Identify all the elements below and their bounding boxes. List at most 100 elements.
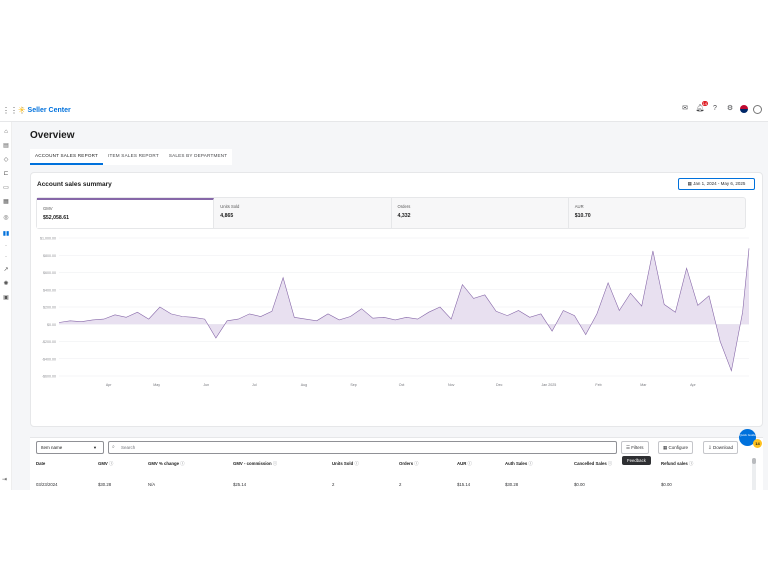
- column-header[interactable]: AUR ⓘ: [457, 461, 472, 467]
- metric-label: GMV: [43, 206, 53, 211]
- tab-item-sales-report[interactable]: ITEM SALES REPORT: [108, 153, 159, 158]
- info-icon[interactable]: ⓘ: [606, 461, 613, 466]
- tab-sales-by-department[interactable]: SALES BY DEPARTMENT: [168, 153, 228, 158]
- analytics-icon[interactable]: ▮▮: [2, 231, 10, 237]
- metric-units-sold[interactable]: Units Sold 4,865: [214, 198, 392, 228]
- app-grid-icon[interactable]: ⋮⋮⋮: [2, 106, 26, 115]
- table-cell: $0.00: [661, 482, 672, 487]
- table-scrollbar[interactable]: [752, 458, 756, 490]
- help-icon[interactable]: ?: [713, 105, 717, 112]
- info-icon[interactable]: ⓘ: [466, 461, 472, 466]
- search-icon: ⌕: [112, 444, 115, 450]
- series-area: [59, 248, 749, 371]
- calendar-icon[interactable]: ▦: [3, 199, 9, 205]
- date-range-label: Jan 1, 2024 - May 6, 2025: [693, 181, 746, 186]
- info-icon[interactable]: ⓘ: [413, 461, 419, 466]
- metric-gmv[interactable]: GMV $52,058.61: [37, 198, 215, 228]
- table-row[interactable]: 03/23/2024 $30.28 N/A $25.14 2 2 $15.14 $30.28 $…: [36, 482, 741, 490]
- y-tick-label: $400.00: [43, 288, 56, 292]
- metric-label: Units Sold: [220, 204, 240, 209]
- table-cell: N/A: [148, 482, 156, 487]
- series-line: [58, 248, 750, 372]
- info-icon[interactable]: ⓘ: [527, 461, 533, 466]
- metric-value: $52,058.61: [43, 215, 69, 221]
- metric-orders[interactable]: Orders 4,332: [392, 198, 569, 228]
- tab-account-sales-report[interactable]: ACCOUNT SALES REPORT: [30, 149, 104, 165]
- dot-icon[interactable]: ·: [5, 254, 7, 260]
- download-button[interactable]: ⇩ Download: [703, 441, 739, 454]
- y-tick-label: $600.00: [43, 271, 56, 275]
- metric-value: 4,865: [220, 213, 234, 219]
- brand-name[interactable]: Seller Center: [27, 107, 71, 114]
- filters-button[interactable]: ☰ Filters: [621, 441, 649, 454]
- x-tick-label: Feb: [595, 383, 601, 387]
- column-header[interactable]: Orders ⓘ: [399, 461, 419, 467]
- info-icon[interactable]: ⓘ: [353, 461, 359, 466]
- info-icon[interactable]: ⓘ: [179, 461, 185, 466]
- column-header[interactable]: Cancelled Sales ⓘ: [574, 461, 612, 467]
- table-cell: 2: [332, 482, 335, 487]
- us-flag-icon[interactable]: [740, 105, 748, 113]
- column-select[interactable]: Item name ▼: [36, 441, 104, 454]
- column-header[interactable]: Date: [36, 461, 45, 466]
- notification-badge: 14: [701, 101, 708, 106]
- tag-icon[interactable]: ◇: [3, 157, 9, 163]
- x-tick-label: Jan 2025: [541, 383, 556, 387]
- column-header[interactable]: GMV - commission ⓘ: [233, 461, 277, 467]
- returns-icon[interactable]: ▭: [3, 185, 9, 191]
- home-icon[interactable]: ⌂: [4, 129, 8, 135]
- y-tick-label: $0.00: [47, 323, 56, 327]
- page-title: Overview: [30, 130, 75, 141]
- payments-icon[interactable]: ◎: [3, 215, 9, 221]
- column-header[interactable]: Auth Sales ⓘ: [505, 461, 533, 467]
- walmart-spark-icon: ✳: [18, 105, 26, 115]
- apps-icon[interactable]: ▣: [3, 295, 9, 301]
- quick-guide-button[interactable]: Quick Guide: [739, 429, 756, 446]
- calendar-icon: ▦: [687, 181, 694, 186]
- column-header-label: Units Sold: [332, 461, 354, 466]
- growth-icon[interactable]: ↗: [3, 267, 9, 273]
- search-placeholder: Search: [121, 445, 136, 450]
- x-tick-label: Aug: [301, 383, 307, 387]
- column-header[interactable]: GMV ⓘ: [98, 461, 113, 467]
- y-tick-label: -$600.00: [42, 375, 56, 379]
- feedback-button[interactable]: Feedback: [622, 456, 651, 465]
- download-label: Download: [713, 445, 734, 450]
- gear-icon[interactable]: ⚙: [726, 105, 734, 112]
- info-icon[interactable]: ⓘ: [107, 461, 114, 466]
- bell-icon[interactable]: 🔔︎ 14: [695, 101, 708, 112]
- info-icon[interactable]: ⓘ: [687, 461, 694, 466]
- metric-label: Orders: [397, 204, 411, 209]
- search-input[interactable]: ⌕ Search: [108, 441, 617, 454]
- table-cell: $30.28: [505, 482, 519, 487]
- column-header[interactable]: GMV % change ⓘ: [148, 461, 185, 467]
- scroll-thumb[interactable]: [752, 458, 756, 464]
- filter-icon: ☰: [626, 445, 632, 450]
- date-range-button[interactable]: ▦ Jan 1, 2024 - May 6, 2025: [678, 178, 755, 190]
- info-icon[interactable]: ⓘ: [271, 461, 278, 466]
- x-tick-label: Oct: [399, 383, 405, 387]
- metric-aur[interactable]: AUR $10.70: [569, 198, 745, 228]
- table-header: Date GMV ⓘ GMV % change ⓘ GMV - commission …: [36, 461, 741, 470]
- top-icons: ✉ 🔔︎ 14 ? ⚙: [680, 101, 762, 114]
- catalog-icon[interactable]: ▤: [3, 143, 9, 149]
- x-tick-label: Jul: [252, 383, 257, 387]
- avatar-icon[interactable]: [753, 104, 762, 114]
- orders-icon[interactable]: ⊏: [3, 171, 9, 177]
- report-tabs: ACCOUNT SALES REPORT ITEM SALES REPORT S…: [30, 149, 233, 165]
- dot-icon[interactable]: ·: [5, 243, 7, 249]
- x-tick-label: Sep: [350, 383, 356, 387]
- mail-icon[interactable]: ✉: [682, 105, 688, 112]
- table-cell: $25.14: [233, 482, 247, 487]
- configure-icon: ▦: [663, 445, 669, 450]
- expand-sidebar-icon[interactable]: ⇥: [2, 477, 8, 483]
- account-sales-summary-card: Account sales summary ▦ Jan 1, 2024 - Ma…: [30, 172, 763, 427]
- column-header[interactable]: Units Sold ⓘ: [332, 461, 359, 467]
- top-nav: ⋮⋮⋮ ✳ Seller Center ✉ 🔔︎ 14 ? ⚙: [0, 100, 768, 122]
- configure-button[interactable]: ▦ Configure: [658, 441, 694, 454]
- x-tick-label: Apr: [106, 383, 112, 387]
- y-tick-label: $200.00: [43, 306, 56, 310]
- metric-value: 4,332: [397, 213, 411, 219]
- settings-icon[interactable]: ✺: [3, 281, 9, 287]
- column-header[interactable]: Refund sales ⓘ: [661, 461, 693, 467]
